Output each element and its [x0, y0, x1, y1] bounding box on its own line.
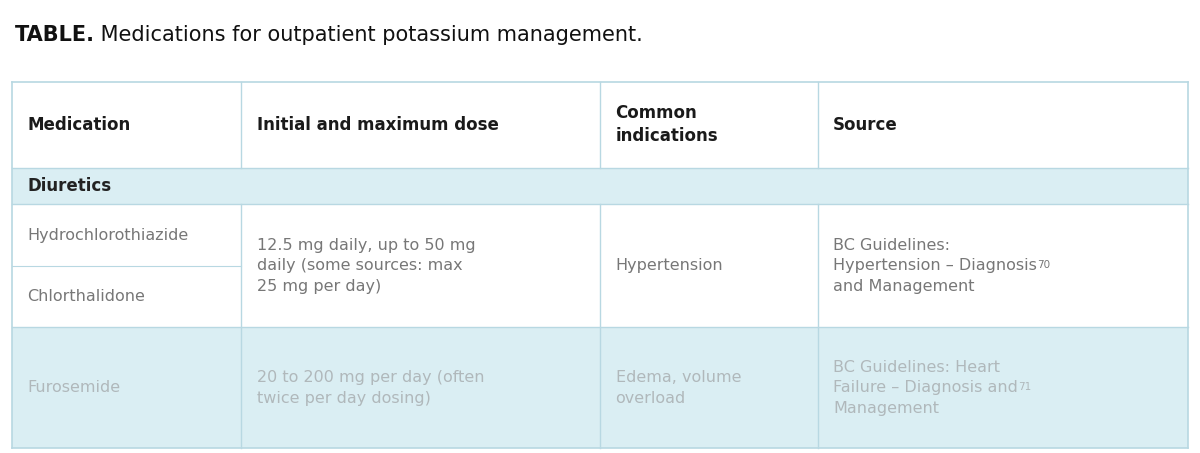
Bar: [12, 82, 241, 168]
Text: 20 to 200 mg per day (often
twice per day dosing): 20 to 200 mg per day (often twice per da…: [257, 370, 485, 405]
Text: 12.5 mg daily, up to 50 mg
daily (some sources: max
25 mg per day): 12.5 mg daily, up to 50 mg daily (some s…: [257, 238, 475, 294]
Text: Diuretics: Diuretics: [28, 177, 112, 195]
Bar: [12, 82, 1188, 448]
Text: BC Guidelines:
Hypertension – Diagnosis
and Management: BC Guidelines: Hypertension – Diagnosis …: [833, 238, 1037, 294]
Text: Edema, volume
overload: Edema, volume overload: [616, 370, 742, 405]
Bar: [241, 82, 600, 168]
Text: 70: 70: [1037, 260, 1050, 270]
Bar: [12, 204, 1188, 328]
Text: Common
indications: Common indications: [616, 104, 719, 145]
Text: 71: 71: [1018, 382, 1031, 392]
Bar: [817, 82, 1188, 168]
Text: TABLE.: TABLE.: [14, 25, 95, 45]
Text: BC Guidelines: Heart
Failure – Diagnosis and
Management: BC Guidelines: Heart Failure – Diagnosis…: [833, 360, 1018, 416]
Text: Source: Source: [833, 116, 898, 134]
Text: Medications for outpatient potassium management.: Medications for outpatient potassium man…: [95, 25, 643, 45]
Text: Chlorthalidone: Chlorthalidone: [28, 289, 145, 304]
Bar: [600, 82, 817, 168]
Text: Initial and maximum dose: Initial and maximum dose: [257, 116, 499, 134]
Text: Medication: Medication: [28, 116, 131, 134]
Bar: [12, 168, 1188, 204]
Text: Hydrochlorothiazide: Hydrochlorothiazide: [28, 228, 188, 243]
Bar: [12, 328, 1188, 448]
Text: Furosemide: Furosemide: [28, 381, 121, 395]
Text: Hypertension: Hypertension: [616, 258, 724, 274]
